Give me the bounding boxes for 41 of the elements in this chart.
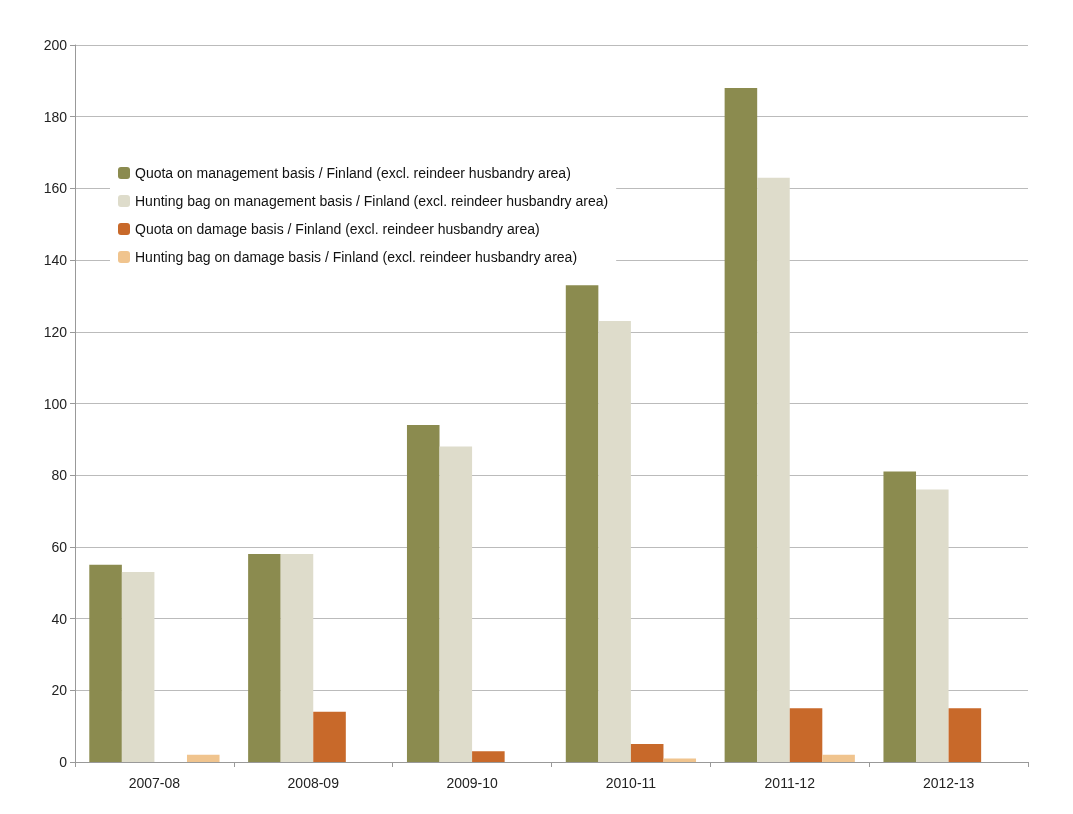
x-tick-label: 2010-11 — [605, 775, 657, 791]
y-tick-label: 160 — [43, 180, 68, 197]
y-tick-label: 120 — [43, 323, 68, 340]
x-tick-label: 2011-12 — [764, 775, 816, 791]
y-tick-label: 140 — [43, 252, 68, 269]
bar — [121, 572, 155, 762]
bar — [916, 489, 949, 762]
x-tick-label: 2012-13 — [922, 775, 975, 791]
y-tick-label: 20 — [51, 682, 68, 699]
y-tick-label: 0 — [59, 754, 68, 770]
legend-label: Quota on damage basis / Finland (excl. reindeer husbandry area) — [135, 221, 540, 237]
y-tick-label: 180 — [43, 108, 68, 125]
legend-label: Hunting bag on management basis / Finland (excl. reindeer husbandry area) — [135, 193, 609, 209]
bar — [883, 471, 917, 762]
bar — [89, 564, 122, 762]
bar — [406, 425, 440, 762]
legend-label: Quota on management basis / Finland (excl. reindeer husbandry area) — [135, 165, 571, 181]
bar — [186, 754, 220, 762]
x-tick-label: 2007-08 — [128, 775, 181, 791]
x-tick-label: 2008-09 — [287, 775, 340, 791]
bar — [598, 321, 631, 762]
bar — [280, 554, 314, 762]
y-tick-label: 100 — [43, 395, 68, 412]
bar — [757, 177, 790, 762]
y-tick-label: 60 — [51, 538, 68, 555]
y-tick-label: 40 — [51, 610, 68, 627]
bar — [724, 88, 758, 762]
bar — [439, 446, 473, 762]
bar — [630, 744, 664, 762]
x-tick-label: 2009-10 — [446, 775, 498, 791]
bar — [663, 758, 697, 762]
bar — [822, 754, 855, 762]
bar — [948, 708, 982, 762]
bar — [313, 711, 346, 762]
y-tick-label: 80 — [51, 467, 68, 484]
bar — [565, 285, 599, 762]
bar — [472, 751, 505, 762]
legend-label: Hunting bag on damage basis / Finland (excl. reindeer husbandry area) — [135, 249, 578, 265]
bar — [789, 708, 823, 762]
y-tick-label: 200 — [43, 37, 68, 53]
bar — [248, 554, 281, 762]
